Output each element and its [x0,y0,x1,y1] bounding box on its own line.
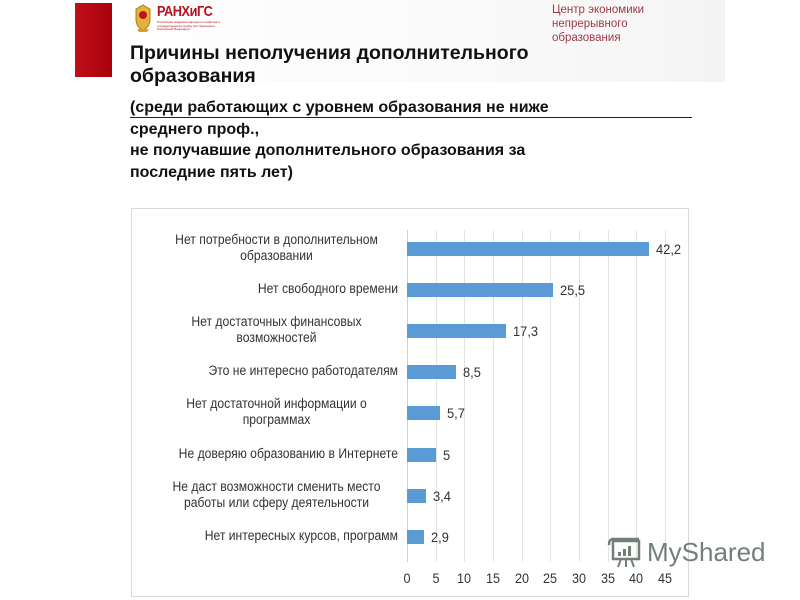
gridline [435,230,437,562]
bar-value-label: 2,9 [430,529,449,545]
x-tick-label: 45 [657,570,673,586]
bar [407,365,456,379]
gridline [579,230,580,562]
presentation-board-icon [607,537,641,568]
bar-value-label: 3,4 [433,488,452,504]
x-tick-label: 15 [485,570,501,586]
category-label-line: возможностей [236,330,317,345]
bar-value-label: 25,5 [560,282,586,298]
gridline [493,230,494,562]
bar [407,283,554,297]
category-label-line: Нет достаточных финансовых [191,314,362,329]
x-tick-label: 10 [457,570,472,586]
gridline [521,230,523,562]
bar-value-label: 5,7 [446,405,465,421]
bar [407,448,436,462]
category-label-line: Не даст возможности сменить место [172,479,381,494]
gridline [665,230,666,562]
title-line: Причины неполучения дополнительного [130,42,529,64]
category-label: Нет достаточных финансовых возможностей [155,314,398,346]
gridline [550,230,552,562]
category-label: Нет достаточной информации о программах [155,396,398,428]
chart-plot-area: 42,2 25,5 17,3 8,5 5,7 5 3,4 2,9 [407,230,681,562]
category-label: Это не интересно работодателям [155,363,398,379]
subtitle-line: не получавшие дополнительного образовани… [130,142,526,159]
title-line: образования [130,65,256,87]
subtitle-line: среднего проф., [130,120,260,138]
x-tick-label: 40 [629,570,644,586]
bar [407,530,424,544]
bar-value-label: 17,3 [513,323,539,339]
bar-value-label: 42,2 [655,241,682,257]
category-label-line: Нет потребности в дополнительном [175,232,378,247]
page-subtitle: (среди работающих с уровнем образования … [130,97,710,183]
bar [407,489,427,503]
myshared-watermark: MyShared [607,535,766,569]
category-label-line: Нет свободного времени [257,281,398,296]
gridline [464,230,466,562]
category-label: Не даст возможности сменить место работы … [155,479,398,511]
emblem-icon [133,3,153,33]
red-accent-bar [75,3,112,77]
x-tick-label: 25 [543,570,558,586]
category-label-line: Это не интересно работодателям [208,363,398,378]
x-tick-label: 35 [600,570,615,586]
category-label: Нет свободного времени [155,281,398,297]
center-label: Центр экономики непрерывного образования [552,3,682,45]
header-band [75,0,725,82]
center-label-line: образования [552,32,621,44]
gridline [636,230,638,562]
bar-value-label: 5 [442,447,450,463]
subtitle-line: (среди работающих с уровнем образования … [130,99,549,116]
x-tick-label: 30 [571,570,587,586]
subtitle-line: последние пять лет) [130,163,293,181]
category-label: Не доверяю образованию в Интернете [155,446,398,462]
logo-subtext: Российская академия народного хозяйства … [157,20,220,31]
x-tick-label: 20 [514,570,529,586]
center-label-line: непрерывного [552,18,628,30]
category-label: Нет интересных курсов, программ [155,528,398,544]
watermark-text: MyShared [647,536,766,567]
y-axis-line [407,230,408,562]
category-label-line: Нет интересных курсов, программ [204,528,398,543]
x-tick-label: 0 [403,570,411,586]
logo-name: РАНХиГС [157,3,213,20]
bar [407,324,507,338]
center-label-line: Центр экономики [552,4,645,16]
subtitle-underline [130,117,692,118]
category-label-line: работы или сферу деятельности [183,495,370,510]
ranepa-logo: РАНХиГС Российская академия народного хо… [133,3,233,37]
x-tick-label: 5 [432,570,440,586]
bar-value-label: 8,5 [462,364,481,380]
page-title: Причины неполучения дополнительного обра… [130,42,730,88]
bar [407,242,649,256]
category-label: Нет потребности в дополнительном образова… [155,232,398,264]
category-label-line: образовании [240,248,313,263]
bar [407,406,440,420]
category-label-line: Не доверяю образованию в Интернете [178,446,398,461]
category-label-line: Нет достаточной информации о [186,396,367,411]
category-label-line: программах [242,412,311,427]
gridline [607,230,609,562]
